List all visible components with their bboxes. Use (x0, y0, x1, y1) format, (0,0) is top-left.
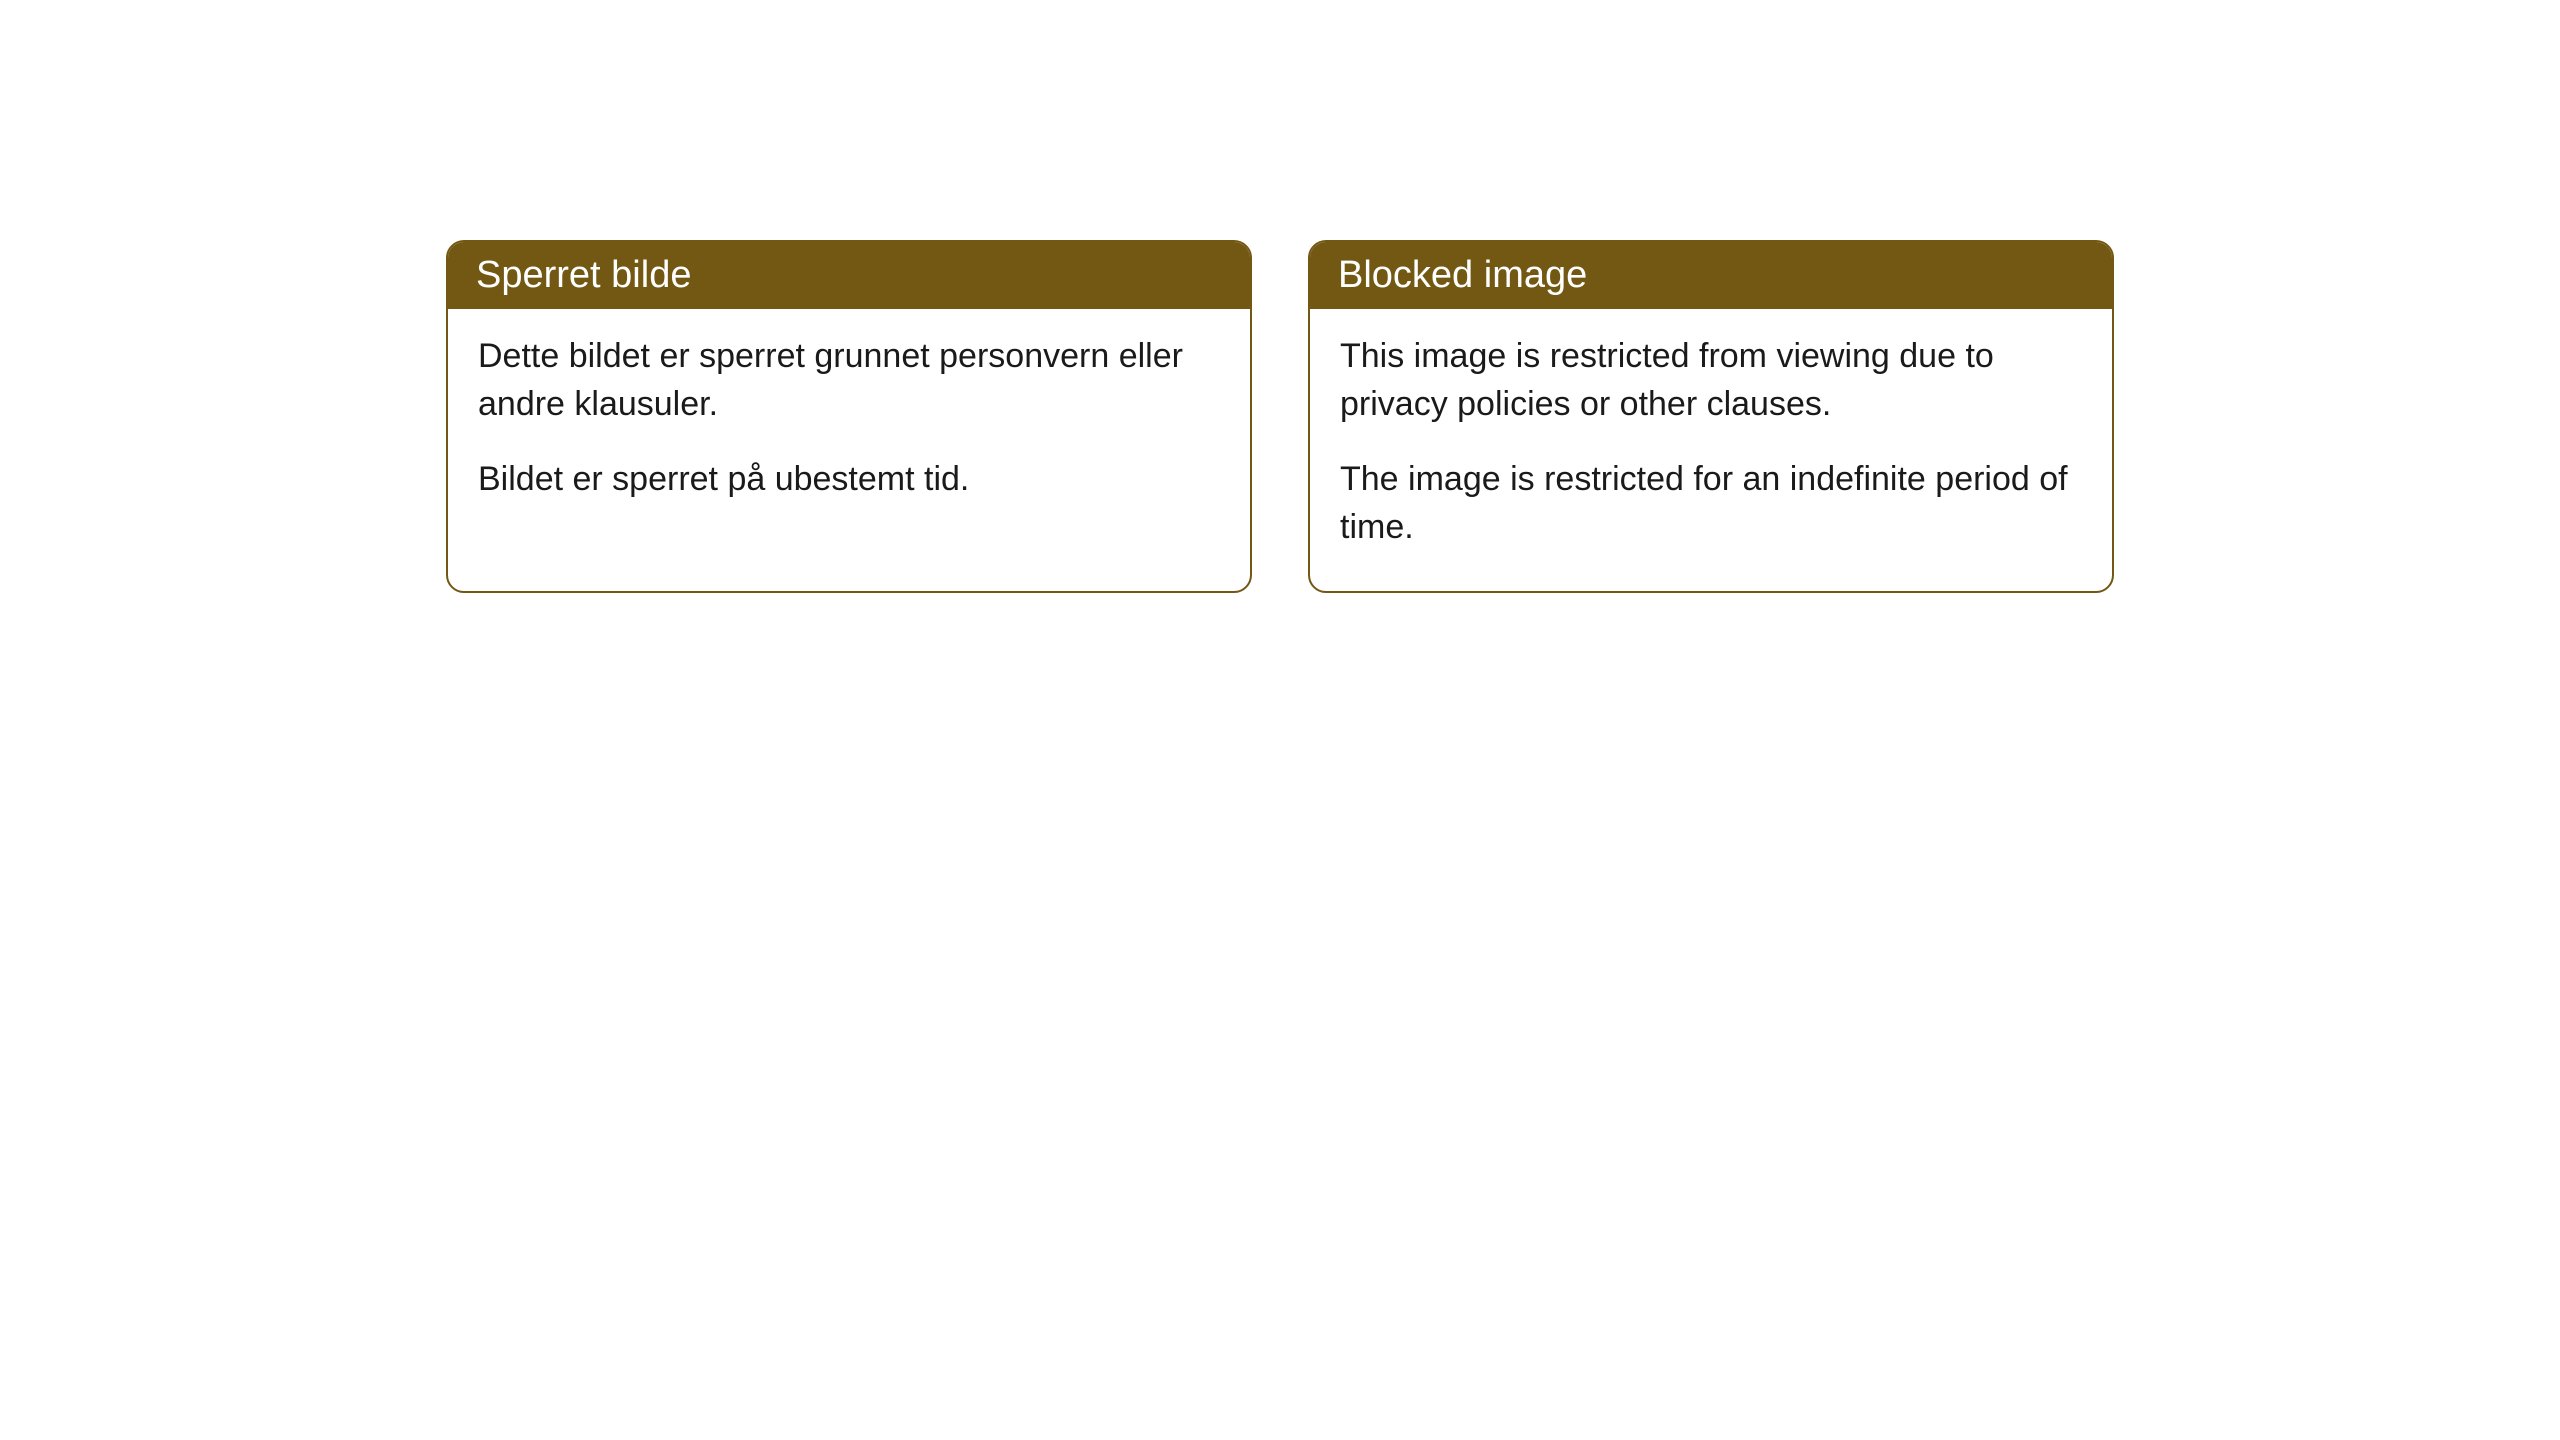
notice-card-english: Blocked image This image is restricted f… (1308, 240, 2114, 593)
card-title: Sperret bilde (476, 254, 691, 296)
card-body: This image is restricted from viewing du… (1310, 309, 2112, 591)
card-title: Blocked image (1338, 254, 1587, 296)
card-header: Blocked image (1310, 242, 2112, 309)
notice-card-norwegian: Sperret bilde Dette bildet er sperret gr… (446, 240, 1252, 593)
card-paragraph: This image is restricted from viewing du… (1340, 333, 2082, 428)
card-body: Dette bildet er sperret grunnet personve… (448, 309, 1250, 544)
card-paragraph: Bildet er sperret på ubestemt tid. (478, 456, 1220, 504)
card-header: Sperret bilde (448, 242, 1250, 309)
card-paragraph: The image is restricted for an indefinit… (1340, 456, 2082, 551)
card-paragraph: Dette bildet er sperret grunnet personve… (478, 333, 1220, 428)
notice-container: Sperret bilde Dette bildet er sperret gr… (0, 240, 2560, 593)
